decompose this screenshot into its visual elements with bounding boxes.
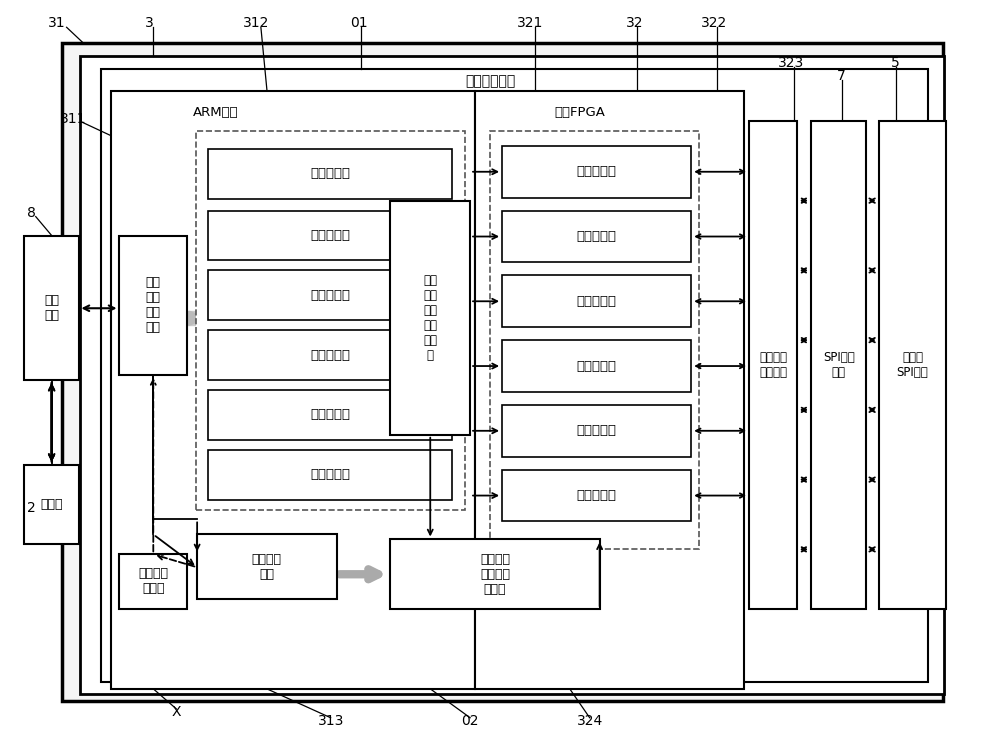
- Text: 312: 312: [243, 17, 269, 30]
- Text: 第二FPGA: 第二FPGA: [554, 107, 605, 119]
- Text: 第二存储器: 第二存储器: [577, 360, 617, 372]
- Text: 第二存储器: 第二存储器: [577, 165, 617, 178]
- Bar: [196, 131, 465, 509]
- Bar: [390, 539, 600, 609]
- Text: SPI电路
模块: SPI电路 模块: [823, 351, 855, 379]
- Text: 第一存储器: 第一存储器: [311, 289, 351, 302]
- Text: 324: 324: [577, 713, 603, 728]
- Text: 31: 31: [48, 17, 65, 30]
- Text: 2: 2: [27, 500, 36, 514]
- Bar: [749, 121, 797, 609]
- Bar: [24, 236, 79, 380]
- Bar: [475, 91, 744, 689]
- Text: 8: 8: [27, 206, 36, 219]
- Bar: [119, 236, 187, 375]
- Text: 指令接收
及控制逻
辑模块: 指令接收 及控制逻 辑模块: [480, 553, 510, 596]
- Text: X: X: [171, 704, 181, 719]
- Text: 嵌入式操
作系统: 嵌入式操 作系统: [138, 567, 168, 596]
- Text: 网络
接口: 网络 接口: [44, 294, 59, 322]
- Bar: [208, 210, 452, 261]
- Bar: [502, 276, 691, 327]
- Text: 321: 321: [517, 17, 543, 30]
- FancyArrow shape: [187, 311, 196, 325]
- Bar: [879, 121, 946, 609]
- Bar: [208, 330, 452, 380]
- Bar: [101, 69, 928, 682]
- Text: 交换机: 交换机: [40, 498, 63, 511]
- Text: 第二存储器: 第二存储器: [577, 230, 617, 243]
- Text: 02: 02: [461, 713, 479, 728]
- Bar: [111, 91, 475, 689]
- Text: 第一存储器: 第一存储器: [311, 167, 351, 180]
- Text: 第一存储器: 第一存储器: [311, 468, 351, 481]
- Bar: [490, 131, 699, 549]
- Text: 串并转换
逻辑模块: 串并转换 逻辑模块: [759, 351, 787, 379]
- Text: 第一存储器: 第一存储器: [311, 348, 351, 361]
- Bar: [80, 56, 944, 694]
- Text: 01: 01: [350, 17, 367, 30]
- Text: ARM部分: ARM部分: [193, 107, 239, 119]
- Bar: [390, 201, 470, 435]
- Text: 指令转发
模块: 指令转发 模块: [252, 553, 282, 581]
- Bar: [208, 270, 452, 320]
- Text: 3: 3: [145, 17, 154, 30]
- Text: 323: 323: [778, 56, 804, 70]
- Bar: [208, 390, 452, 440]
- Bar: [208, 149, 452, 199]
- Text: 7: 7: [837, 69, 846, 83]
- Bar: [119, 554, 187, 609]
- Text: 313: 313: [317, 713, 344, 728]
- Bar: [502, 146, 691, 198]
- Bar: [811, 121, 866, 609]
- Bar: [24, 465, 79, 544]
- Bar: [197, 535, 337, 599]
- Text: 322: 322: [701, 17, 727, 30]
- Bar: [62, 44, 943, 701]
- Text: 存储
器读
写控
制逻
辑模
块: 存储 器读 写控 制逻 辑模 块: [423, 274, 437, 362]
- Bar: [502, 210, 691, 262]
- Text: 第二存储器: 第二存储器: [577, 295, 617, 308]
- Text: 5: 5: [891, 56, 900, 70]
- Text: 第二存储器: 第二存储器: [577, 489, 617, 502]
- Text: 多通道
SPI总线: 多通道 SPI总线: [897, 351, 928, 379]
- Text: 第一存储器: 第一存储器: [311, 409, 351, 421]
- Bar: [208, 450, 452, 499]
- Bar: [502, 469, 691, 521]
- Text: 第一存储器: 第一存储器: [311, 229, 351, 242]
- Text: 第二存储器: 第二存储器: [577, 424, 617, 437]
- Text: 311: 311: [60, 112, 87, 126]
- Bar: [502, 340, 691, 392]
- Text: 数据
传输
控制
模块: 数据 传输 控制 模块: [146, 276, 161, 334]
- Text: 32: 32: [626, 17, 643, 30]
- Text: 传输处理单元: 传输处理单元: [465, 74, 515, 88]
- Bar: [502, 405, 691, 457]
